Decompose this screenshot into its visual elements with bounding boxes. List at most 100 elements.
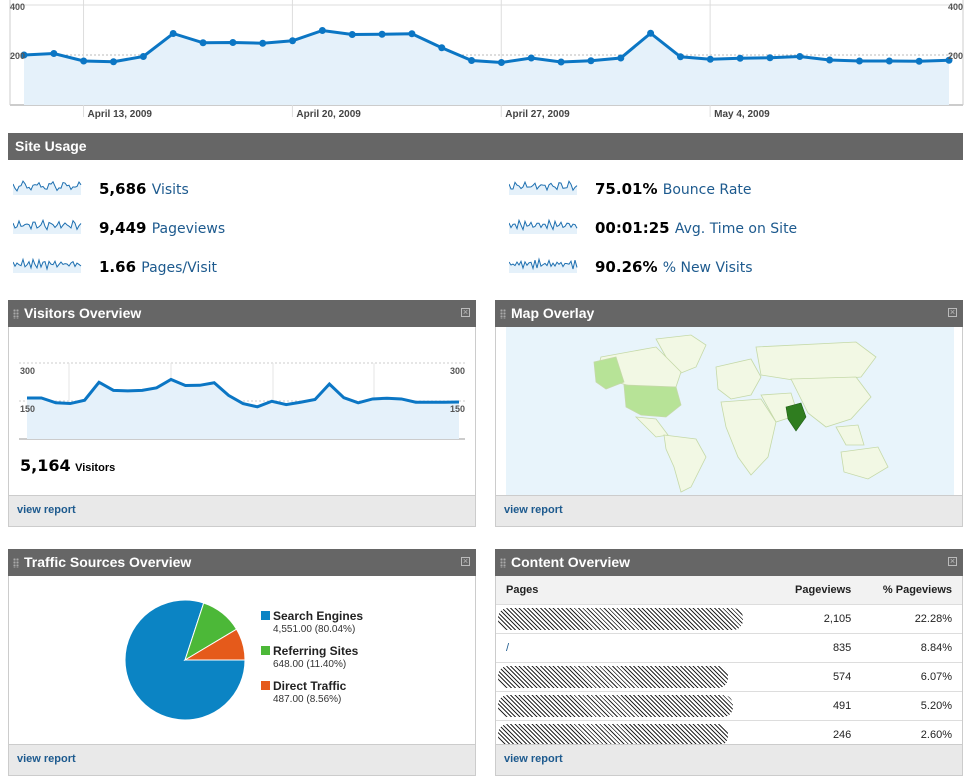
world-map[interactable] bbox=[506, 327, 954, 495]
close-icon[interactable]: × bbox=[461, 307, 470, 317]
data-point[interactable] bbox=[50, 50, 58, 57]
map-southeast-asia bbox=[835, 424, 865, 446]
map-overlay-header[interactable]: Map Overlay × bbox=[495, 300, 963, 327]
view-report-link[interactable]: view report bbox=[504, 753, 563, 765]
traffic-sources-header[interactable]: Traffic Sources Overview × bbox=[8, 549, 476, 576]
metric-label-link[interactable]: Avg. Time on Site bbox=[674, 221, 798, 237]
data-point[interactable] bbox=[796, 53, 804, 60]
table-row[interactable]: 491 5.20% bbox=[496, 691, 962, 721]
content-overview-header[interactable]: Content Overview × bbox=[495, 549, 963, 576]
metric-visits: 5,686 Visits bbox=[13, 177, 413, 201]
data-point[interactable] bbox=[855, 57, 863, 65]
data-point[interactable] bbox=[826, 56, 834, 64]
metric-number: 75.01% bbox=[595, 180, 658, 198]
y-label-right-top: 300 bbox=[450, 366, 465, 376]
metric-number: 5,686 bbox=[99, 180, 147, 198]
metric-value: 00:01:25 Avg. Time on Site bbox=[595, 219, 797, 237]
table-row[interactable]: 574 6.07% bbox=[496, 662, 962, 692]
data-point[interactable] bbox=[527, 54, 535, 62]
sparkline-fill bbox=[13, 181, 81, 195]
view-report-link[interactable]: view report bbox=[17, 504, 76, 516]
series-line bbox=[27, 377, 460, 409]
site-usage-title: Site Usage bbox=[15, 138, 87, 154]
data-point[interactable] bbox=[647, 29, 655, 37]
pct-pageviews-cell: 5.20% bbox=[861, 691, 962, 721]
data-point[interactable] bbox=[766, 54, 774, 62]
traffic-sources-panel: Search Engines 4,551.00 (80.04%) Referring… bbox=[8, 576, 476, 776]
drag-handle-icon[interactable] bbox=[500, 309, 506, 319]
sparkline bbox=[13, 218, 82, 234]
data-point[interactable] bbox=[348, 31, 356, 38]
view-report-link[interactable]: view report bbox=[17, 753, 76, 765]
data-point[interactable] bbox=[587, 57, 595, 65]
page-cell[interactable] bbox=[496, 691, 776, 721]
table-row[interactable]: / 835 8.84% bbox=[496, 633, 962, 663]
series-line bbox=[23, 28, 950, 65]
data-point[interactable] bbox=[378, 30, 386, 38]
metric-value: 5,686 Visits bbox=[99, 180, 189, 198]
data-point[interactable] bbox=[289, 37, 297, 45]
map-central-america bbox=[634, 416, 669, 438]
data-point[interactable] bbox=[915, 57, 923, 65]
data-point[interactable] bbox=[169, 30, 177, 37]
data-point[interactable] bbox=[557, 58, 565, 66]
data-point[interactable] bbox=[706, 55, 714, 63]
data-point[interactable] bbox=[468, 57, 476, 64]
data-point[interactable] bbox=[617, 54, 625, 62]
pie-slice-direct-traffic[interactable] bbox=[183, 628, 246, 661]
data-point[interactable] bbox=[229, 39, 237, 46]
metric-label-link[interactable]: Pageviews bbox=[151, 221, 226, 237]
page-link[interactable]: / bbox=[506, 642, 510, 654]
sparkline bbox=[13, 180, 82, 195]
data-point[interactable] bbox=[438, 44, 446, 52]
metric-label-link[interactable]: Visits bbox=[151, 182, 189, 198]
data-point[interactable] bbox=[110, 58, 118, 66]
pie-slice-search-engines[interactable] bbox=[124, 599, 246, 721]
sparkline-line bbox=[509, 180, 578, 192]
x-tick-label: May 4, 2009 bbox=[714, 109, 770, 120]
page-cell[interactable]: / bbox=[496, 633, 776, 663]
view-report-link[interactable]: view report bbox=[504, 504, 563, 516]
sparkline-fill bbox=[509, 220, 577, 234]
data-point[interactable] bbox=[736, 54, 744, 62]
data-point[interactable] bbox=[408, 30, 416, 38]
metric-bounce-rate: 75.01% Bounce Rate bbox=[509, 177, 909, 201]
close-icon[interactable]: × bbox=[948, 307, 957, 317]
drag-handle-icon[interactable] bbox=[500, 558, 506, 568]
data-point[interactable] bbox=[199, 39, 207, 47]
close-icon[interactable]: × bbox=[461, 556, 470, 566]
drag-handle-icon[interactable] bbox=[13, 558, 19, 568]
column-header-pageviews[interactable]: Pageviews bbox=[775, 576, 862, 605]
data-point[interactable] bbox=[676, 53, 684, 61]
redacted-page-link[interactable] bbox=[498, 608, 743, 630]
data-point[interactable] bbox=[885, 57, 893, 65]
data-point[interactable] bbox=[139, 53, 147, 60]
column-header-pages[interactable]: Pages bbox=[496, 576, 776, 605]
metric-label-link[interactable]: % New Visits bbox=[662, 260, 753, 276]
metric-label-link[interactable]: Bounce Rate bbox=[662, 182, 752, 198]
content-overview-footer: view report bbox=[496, 744, 962, 775]
page-cell[interactable] bbox=[496, 662, 776, 692]
map-india bbox=[785, 402, 807, 432]
metric-label-link[interactable]: Pages/Visit bbox=[141, 260, 217, 276]
redacted-page-link[interactable] bbox=[498, 724, 728, 746]
data-point[interactable] bbox=[497, 59, 505, 66]
y-label-left-top: 400 bbox=[10, 2, 25, 12]
page-cell[interactable] bbox=[496, 604, 776, 634]
redacted-page-link[interactable] bbox=[498, 695, 733, 717]
drag-handle-icon[interactable] bbox=[13, 309, 19, 319]
data-point[interactable] bbox=[318, 27, 326, 34]
close-icon[interactable]: × bbox=[948, 556, 957, 566]
data-point[interactable] bbox=[80, 57, 88, 65]
table-row[interactable]: 2,105 22.28% bbox=[496, 604, 962, 634]
visitors-overview-title: Visitors Overview bbox=[24, 305, 142, 321]
data-point[interactable] bbox=[20, 51, 28, 59]
data-point[interactable] bbox=[945, 56, 953, 64]
visitors-overview-header[interactable]: Visitors Overview × bbox=[8, 300, 476, 327]
map-alaska bbox=[593, 356, 625, 390]
column-header-pct-pageviews[interactable]: % Pageviews bbox=[861, 576, 962, 605]
data-point[interactable] bbox=[259, 39, 267, 47]
redacted-page-link[interactable] bbox=[498, 666, 728, 688]
visitors-total-value: 5,164 bbox=[20, 456, 71, 475]
sparkline bbox=[509, 180, 578, 195]
